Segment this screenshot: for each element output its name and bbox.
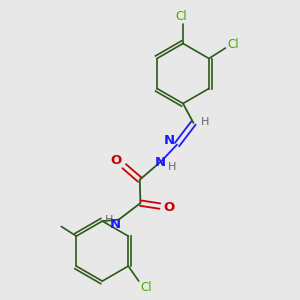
Text: Cl: Cl [176, 10, 187, 23]
Text: O: O [163, 201, 175, 214]
Text: N: N [163, 134, 175, 148]
Text: O: O [110, 154, 122, 167]
Text: H: H [201, 116, 209, 127]
Text: N: N [109, 218, 121, 231]
Text: Cl: Cl [228, 38, 239, 51]
Text: Cl: Cl [140, 280, 152, 294]
Text: N: N [155, 156, 166, 169]
Text: H: H [105, 214, 113, 225]
Text: H: H [168, 161, 176, 172]
